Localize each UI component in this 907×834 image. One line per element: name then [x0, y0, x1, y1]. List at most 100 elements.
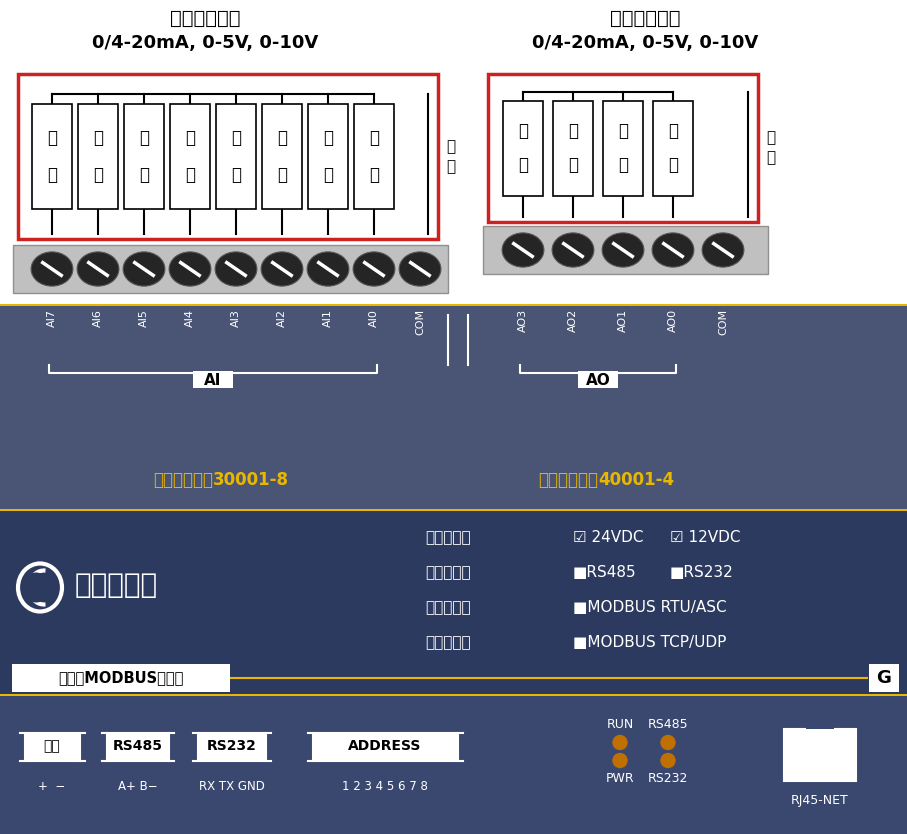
Text: AO0: AO0 [668, 309, 678, 332]
Text: 信: 信 [277, 128, 287, 147]
Bar [0, 694, 907, 696]
Bar [0, 509, 907, 511]
Bar [869, 664, 899, 692]
Text: 0/4-20mA, 0-5V, 0-10V: 0/4-20mA, 0-5V, 0-10V [92, 34, 318, 52]
Text: AI7: AI7 [47, 309, 57, 327]
Text: 负: 负 [618, 122, 628, 140]
Text: AO2: AO2 [568, 309, 578, 332]
Text: RX TX GND: RX TX GND [199, 780, 265, 793]
Bar [12, 664, 230, 692]
Bar [308, 104, 348, 209]
Ellipse shape [123, 252, 165, 286]
Circle shape [613, 736, 627, 750]
Text: 号: 号 [139, 167, 149, 184]
Bar [198, 732, 266, 761]
Text: 0/4-20mA, 0-5V, 0-10V: 0/4-20mA, 0-5V, 0-10V [532, 34, 758, 52]
Bar [0, 695, 907, 834]
Text: RS485: RS485 [648, 718, 688, 731]
Text: 40001-4: 40001-4 [598, 471, 674, 489]
Bar [0, 304, 907, 306]
Text: 载: 载 [568, 156, 578, 174]
Circle shape [661, 736, 675, 750]
Text: 端: 端 [766, 150, 775, 165]
Text: 号: 号 [185, 167, 195, 184]
Bar [32, 104, 72, 209]
Bar [806, 719, 834, 729]
Text: 1 2 3 4 5 6 7 8: 1 2 3 4 5 6 7 8 [342, 780, 428, 793]
Bar [107, 732, 169, 761]
Bar [124, 104, 164, 209]
Circle shape [613, 753, 627, 767]
Text: 模拟量输出：: 模拟量输出： [610, 9, 680, 28]
Text: 以太网口：: 以太网口： [425, 635, 471, 650]
Text: AI0: AI0 [369, 309, 379, 327]
Text: 号: 号 [277, 167, 287, 184]
Text: RS232: RS232 [207, 740, 257, 753]
Text: AI2: AI2 [277, 309, 287, 327]
Text: ☑ 12VDC: ☑ 12VDC [670, 530, 740, 545]
Text: 寄存器地址：: 寄存器地址： [153, 471, 213, 489]
Text: 通讯协议：: 通讯协议： [425, 600, 471, 615]
Circle shape [661, 753, 675, 767]
Bar [216, 104, 256, 209]
Text: ■MODBUS TCP/UDP: ■MODBUS TCP/UDP [573, 635, 727, 650]
Text: 负: 负 [518, 122, 528, 140]
Text: ADDRESS: ADDRESS [348, 740, 422, 753]
Bar [354, 104, 394, 209]
Text: AI1: AI1 [323, 309, 333, 327]
Bar [503, 101, 543, 195]
Text: 供电电压：: 供电电压： [425, 530, 471, 545]
Text: 30001-8: 30001-8 [213, 471, 289, 489]
Bar [313, 732, 457, 761]
Text: AO3: AO3 [518, 309, 528, 332]
Ellipse shape [399, 252, 441, 286]
Ellipse shape [307, 252, 349, 286]
Text: 载: 载 [618, 156, 628, 174]
Text: 载: 载 [518, 156, 528, 174]
Ellipse shape [169, 252, 211, 286]
Text: AI: AI [204, 373, 221, 388]
Ellipse shape [77, 252, 119, 286]
Text: AI4: AI4 [185, 309, 195, 327]
Text: 载: 载 [668, 156, 678, 174]
Text: ■RS485: ■RS485 [573, 565, 637, 580]
Text: 负: 负 [668, 122, 678, 140]
Text: AO1: AO1 [618, 309, 628, 332]
Ellipse shape [502, 233, 544, 267]
Text: 高性能MODBUS控制器: 高性能MODBUS控制器 [58, 671, 184, 686]
Text: PWR: PWR [606, 772, 634, 785]
Ellipse shape [215, 252, 257, 286]
Bar [262, 104, 302, 209]
Bar [0, 694, 907, 696]
Text: 工业控制器: 工业控制器 [75, 570, 158, 599]
Text: 电源: 电源 [44, 740, 61, 753]
Text: 信: 信 [231, 128, 241, 147]
Bar [0, 0, 907, 305]
Bar [0, 305, 907, 510]
Text: AI3: AI3 [231, 309, 241, 327]
Bar [18, 74, 438, 239]
Text: 号: 号 [231, 167, 241, 184]
Text: ■RS232: ■RS232 [670, 565, 734, 580]
Ellipse shape [702, 233, 744, 267]
Ellipse shape [261, 252, 303, 286]
Bar [13, 245, 448, 293]
Text: 信: 信 [139, 128, 149, 147]
Text: G: G [876, 669, 892, 687]
Text: ☑ 24VDC: ☑ 24VDC [573, 530, 643, 545]
Text: 通讯接口：: 通讯接口： [425, 565, 471, 580]
Bar [78, 104, 118, 209]
Text: COM: COM [718, 309, 728, 335]
Ellipse shape [602, 233, 644, 267]
Text: 信: 信 [323, 128, 333, 147]
Text: RS485: RS485 [113, 740, 163, 753]
Text: ■MODBUS RTU/ASC: ■MODBUS RTU/ASC [573, 600, 727, 615]
Ellipse shape [31, 252, 73, 286]
Ellipse shape [353, 252, 395, 286]
Bar [483, 226, 768, 274]
Text: 端: 端 [446, 159, 455, 174]
Text: RUN: RUN [607, 718, 634, 731]
Text: AI6: AI6 [93, 309, 103, 327]
Text: AO: AO [586, 373, 610, 388]
Text: 信: 信 [369, 128, 379, 147]
